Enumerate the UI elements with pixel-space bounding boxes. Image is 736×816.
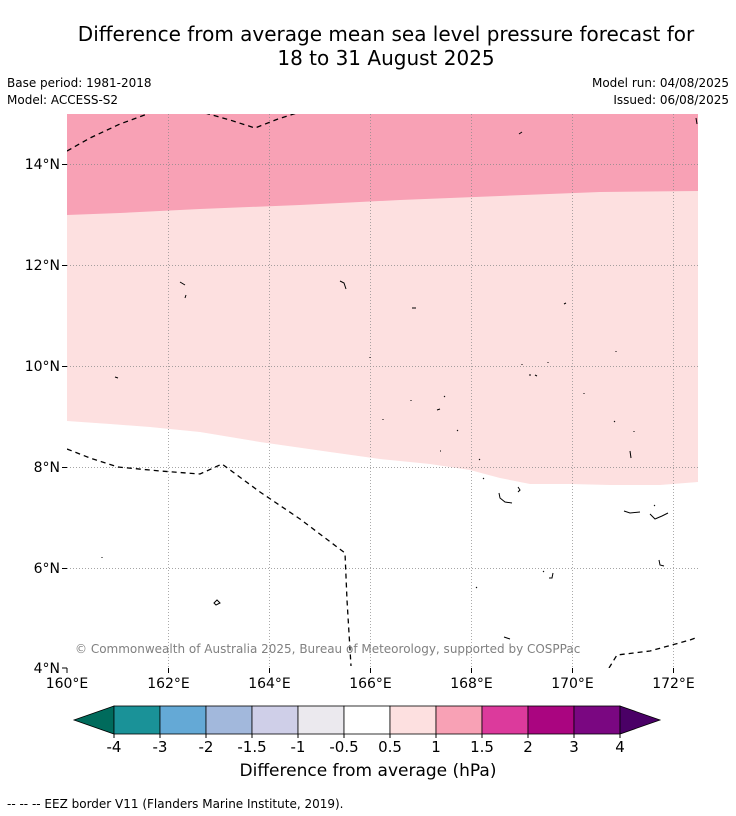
- lat-label: 6°N: [34, 561, 60, 577]
- colorbar-segment: [343, 705, 391, 735]
- issued-date: Issued: 06/08/2025: [613, 93, 729, 107]
- colorbar-tick-label: 0.5: [378, 738, 402, 756]
- colorbar-tick-label: 3: [569, 738, 579, 756]
- colorbar-segment: [297, 705, 345, 735]
- colorbar-tick-label: -4: [107, 738, 122, 756]
- colorbar-extend-low: [72, 705, 115, 735]
- lat-label: 14°N: [25, 157, 60, 173]
- meta-left: Base period: 1981-2018 Model: ACCESS-S2: [7, 75, 152, 109]
- map-title: Difference from average mean sea level p…: [0, 22, 736, 70]
- colorbar-tick-label: -2: [199, 738, 214, 756]
- copyright-notice: © Commonwealth of Australia 2025, Bureau…: [75, 642, 580, 656]
- colorbar-segment: [251, 705, 299, 735]
- colorbar-segment: [573, 705, 621, 735]
- colorbar-segment: [527, 705, 575, 735]
- latitude-labels: 14°N 12°N 10°N 8°N 6°N 4°N: [25, 157, 60, 677]
- colorbar-segment: [481, 705, 529, 735]
- lat-label: 8°N: [34, 460, 60, 476]
- colorbar-tick-label: 1: [431, 738, 441, 756]
- lon-label: 164°E: [248, 676, 291, 692]
- colorbar-tick-label: -1.5: [237, 738, 266, 756]
- eez-borders: [67, 114, 698, 668]
- map-area: © Commonwealth of Australia 2025, Bureau…: [67, 114, 698, 668]
- lon-label: 162°E: [147, 676, 190, 692]
- islands: [101, 117, 698, 640]
- colorbar-tick-label: -3: [153, 738, 168, 756]
- colorbar-tick-labels: -4 -3 -2 -1.5 -1 -0.5 0.5 1 1.5 2 3 4: [107, 734, 625, 756]
- meta-right: Model run: 04/08/2025 Issued: 06/08/2025: [592, 75, 729, 109]
- colorbar-extend-high: [619, 705, 662, 735]
- title-line-2: 18 to 31 August 2025: [277, 46, 495, 70]
- colorbar-tick-label: -0.5: [329, 738, 358, 756]
- colorbar-segment: [389, 705, 437, 735]
- colorbar-tick-label: 4: [615, 738, 625, 756]
- lat-label: 4°N: [34, 661, 60, 677]
- lon-label: 168°E: [450, 676, 493, 692]
- colorbar-segment: [435, 705, 483, 735]
- colorbar-segment: [113, 705, 161, 735]
- colorbar-tick-label: 2: [523, 738, 533, 756]
- title-line-1: Difference from average mean sea level p…: [77, 22, 695, 46]
- tick-marks: [62, 164, 674, 673]
- lat-label: 12°N: [25, 258, 60, 274]
- colorbar-segment: [159, 705, 207, 735]
- colorbar-tick-label: 1.5: [470, 738, 494, 756]
- lon-label: 172°E: [652, 676, 695, 692]
- model-name: Model: ACCESS-S2: [7, 93, 119, 107]
- colorbar: [72, 705, 662, 735]
- lon-label: 170°E: [551, 676, 594, 692]
- base-period: Base period: 1981-2018: [7, 76, 152, 90]
- colorbar-tick-label: -1: [291, 738, 306, 756]
- lon-label: 166°E: [349, 676, 392, 692]
- longitude-labels: 160°E 162°E 164°E 166°E 168°E 170°E 172°…: [46, 676, 695, 692]
- eez-legend: -- -- -- EEZ border V11 (Flanders Marine…: [7, 797, 344, 811]
- model-run: Model run: 04/08/2025: [591, 76, 729, 90]
- colorbar-segment: [205, 705, 253, 735]
- lon-label: 160°E: [46, 676, 89, 692]
- lat-label: 10°N: [25, 359, 60, 375]
- colorbar-title: Difference from average (hPa): [239, 761, 497, 781]
- gridlines: [67, 114, 698, 668]
